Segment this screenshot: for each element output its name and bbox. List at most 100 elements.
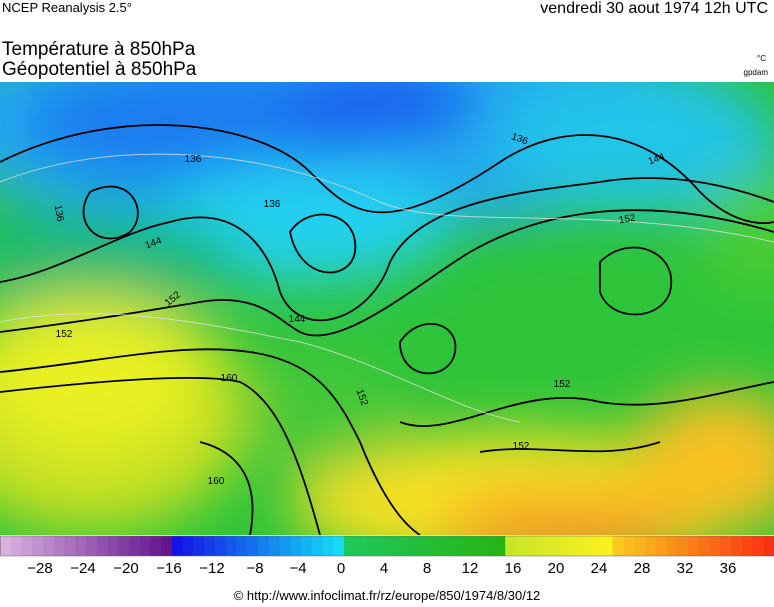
colorbar-cell	[96, 536, 108, 556]
colorbar-cell	[580, 536, 592, 556]
colorbar-cell	[129, 536, 141, 556]
contour-label-group: 152	[618, 213, 637, 227]
colorbar-label: −24	[70, 560, 95, 577]
colorbar-label: 28	[634, 560, 651, 577]
colorbar-label: 24	[591, 560, 608, 577]
contour-label-group: 152	[554, 379, 571, 390]
colorbar-label: 32	[677, 560, 694, 577]
colorbar-cell	[440, 536, 452, 556]
colorbar-cell	[290, 536, 302, 556]
colorbar-cell	[505, 536, 517, 556]
map: 1361361361361441441441521521521601601521…	[0, 82, 774, 535]
colorbar-label: 12	[462, 560, 479, 577]
colorbar-label: 20	[548, 560, 565, 577]
colorbar-cell	[279, 536, 291, 556]
colorbar-cell	[473, 536, 485, 556]
colorbar-cell	[559, 536, 571, 556]
colorbar-cell	[182, 536, 194, 556]
colorbar-cell	[677, 536, 689, 556]
contour-label: 144	[289, 314, 306, 325]
colorbar-cell	[731, 536, 743, 556]
colorbar-label: 4	[380, 560, 388, 577]
colorbar-label: 8	[423, 560, 431, 577]
colorbar-cell	[430, 536, 442, 556]
colorbar-cell	[150, 536, 162, 556]
contour-label-group: 152	[513, 441, 530, 452]
colorbar-cell	[118, 536, 130, 556]
colorbar-cell	[161, 536, 173, 556]
colorbar-cell	[107, 536, 119, 556]
contour-label: 160	[208, 476, 225, 487]
colorbar-cell	[53, 536, 65, 556]
colorbar-cell	[752, 536, 764, 556]
colorbar-cell	[247, 536, 259, 556]
contour-label: 160	[221, 373, 238, 384]
colorbar-cell	[43, 536, 55, 556]
colorbar-cell	[344, 536, 356, 556]
contour-label-group: 136	[185, 154, 202, 165]
colorbar-cell	[526, 536, 538, 556]
colorbar-label: −28	[27, 560, 52, 577]
colorbar-cell	[763, 536, 774, 556]
colorbar-cell	[709, 536, 721, 556]
colorbar-cell	[516, 536, 528, 556]
colorbar-cell	[301, 536, 313, 556]
colorbar-cell	[451, 536, 463, 556]
contour-label: 152	[513, 441, 530, 452]
colorbar-label: −12	[199, 560, 224, 577]
colorbar-label: −4	[289, 560, 306, 577]
contour-label: 152	[554, 379, 571, 390]
colorbar-cell	[591, 536, 603, 556]
contour-label: 152	[56, 329, 73, 340]
contour-label: 136	[264, 199, 281, 210]
colorbar-cell	[698, 536, 710, 556]
colorbar-cell	[548, 536, 560, 556]
colorbar-label: −20	[113, 560, 138, 577]
unit-temperature: °C	[757, 54, 766, 63]
colorbar-cell	[569, 536, 581, 556]
colorbar-cell	[623, 536, 635, 556]
colorbar-label: −16	[156, 560, 181, 577]
contour-label: 136	[185, 154, 202, 165]
colorbar-cell	[408, 536, 420, 556]
colorbar-label: 16	[505, 560, 522, 577]
colorbar-label: 0	[337, 560, 345, 577]
colorbar-cell	[720, 536, 732, 556]
colorbar-cell	[225, 536, 237, 556]
colorbar-cell	[75, 536, 87, 556]
unit-geopotential: gpdam	[743, 68, 768, 77]
colorbar-cell	[10, 536, 22, 556]
colorbar-cell	[397, 536, 409, 556]
colorbar-cell	[32, 536, 44, 556]
colorbar-cell	[322, 536, 334, 556]
colorbar-cell	[21, 536, 33, 556]
colorbar-cell	[376, 536, 388, 556]
colorbar-cell	[258, 536, 270, 556]
colorbar-cell	[86, 536, 98, 556]
contour-label: 152	[618, 213, 637, 227]
colorbar-cell	[268, 536, 280, 556]
colorbar-cell	[193, 536, 205, 556]
colorbar-cell	[634, 536, 646, 556]
colorbar: −28 −24 −20 −16 −12 −8 −4 0 4 8 12 16 20 24 28 32 36	[0, 535, 774, 577]
temperature-field	[0, 82, 774, 535]
colorbar-cell	[655, 536, 667, 556]
colorbar-cell	[494, 536, 506, 556]
contour-label-group: 160	[221, 373, 238, 384]
colorbar-cell	[64, 536, 76, 556]
colorbar-cell	[215, 536, 227, 556]
colorbar-cell	[419, 536, 431, 556]
colorbar-cell	[483, 536, 495, 556]
contour-label-group: 160	[208, 476, 225, 487]
date: vendredi 30 aout 1974 12h UTC	[540, 0, 768, 17]
footer-credit: © http://www.infoclimat.fr/rz/europe/850…	[233, 588, 541, 603]
source: NCEP Reanalysis 2.5°	[2, 0, 132, 15]
colorbar-cell	[139, 536, 151, 556]
contour-label: 136	[52, 204, 66, 223]
title-temperature: Température à 850hPa	[2, 39, 196, 60]
colorbar-cell	[333, 536, 345, 556]
colorbar-cell	[602, 536, 614, 556]
colorbar-cell	[354, 536, 366, 556]
title-geopotential: Géopotentiel à 850hPa	[2, 59, 197, 80]
